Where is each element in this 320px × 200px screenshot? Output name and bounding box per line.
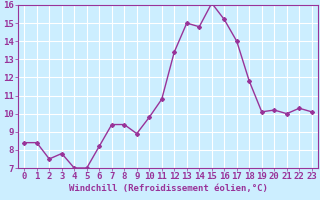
X-axis label: Windchill (Refroidissement éolien,°C): Windchill (Refroidissement éolien,°C) bbox=[68, 184, 268, 193]
